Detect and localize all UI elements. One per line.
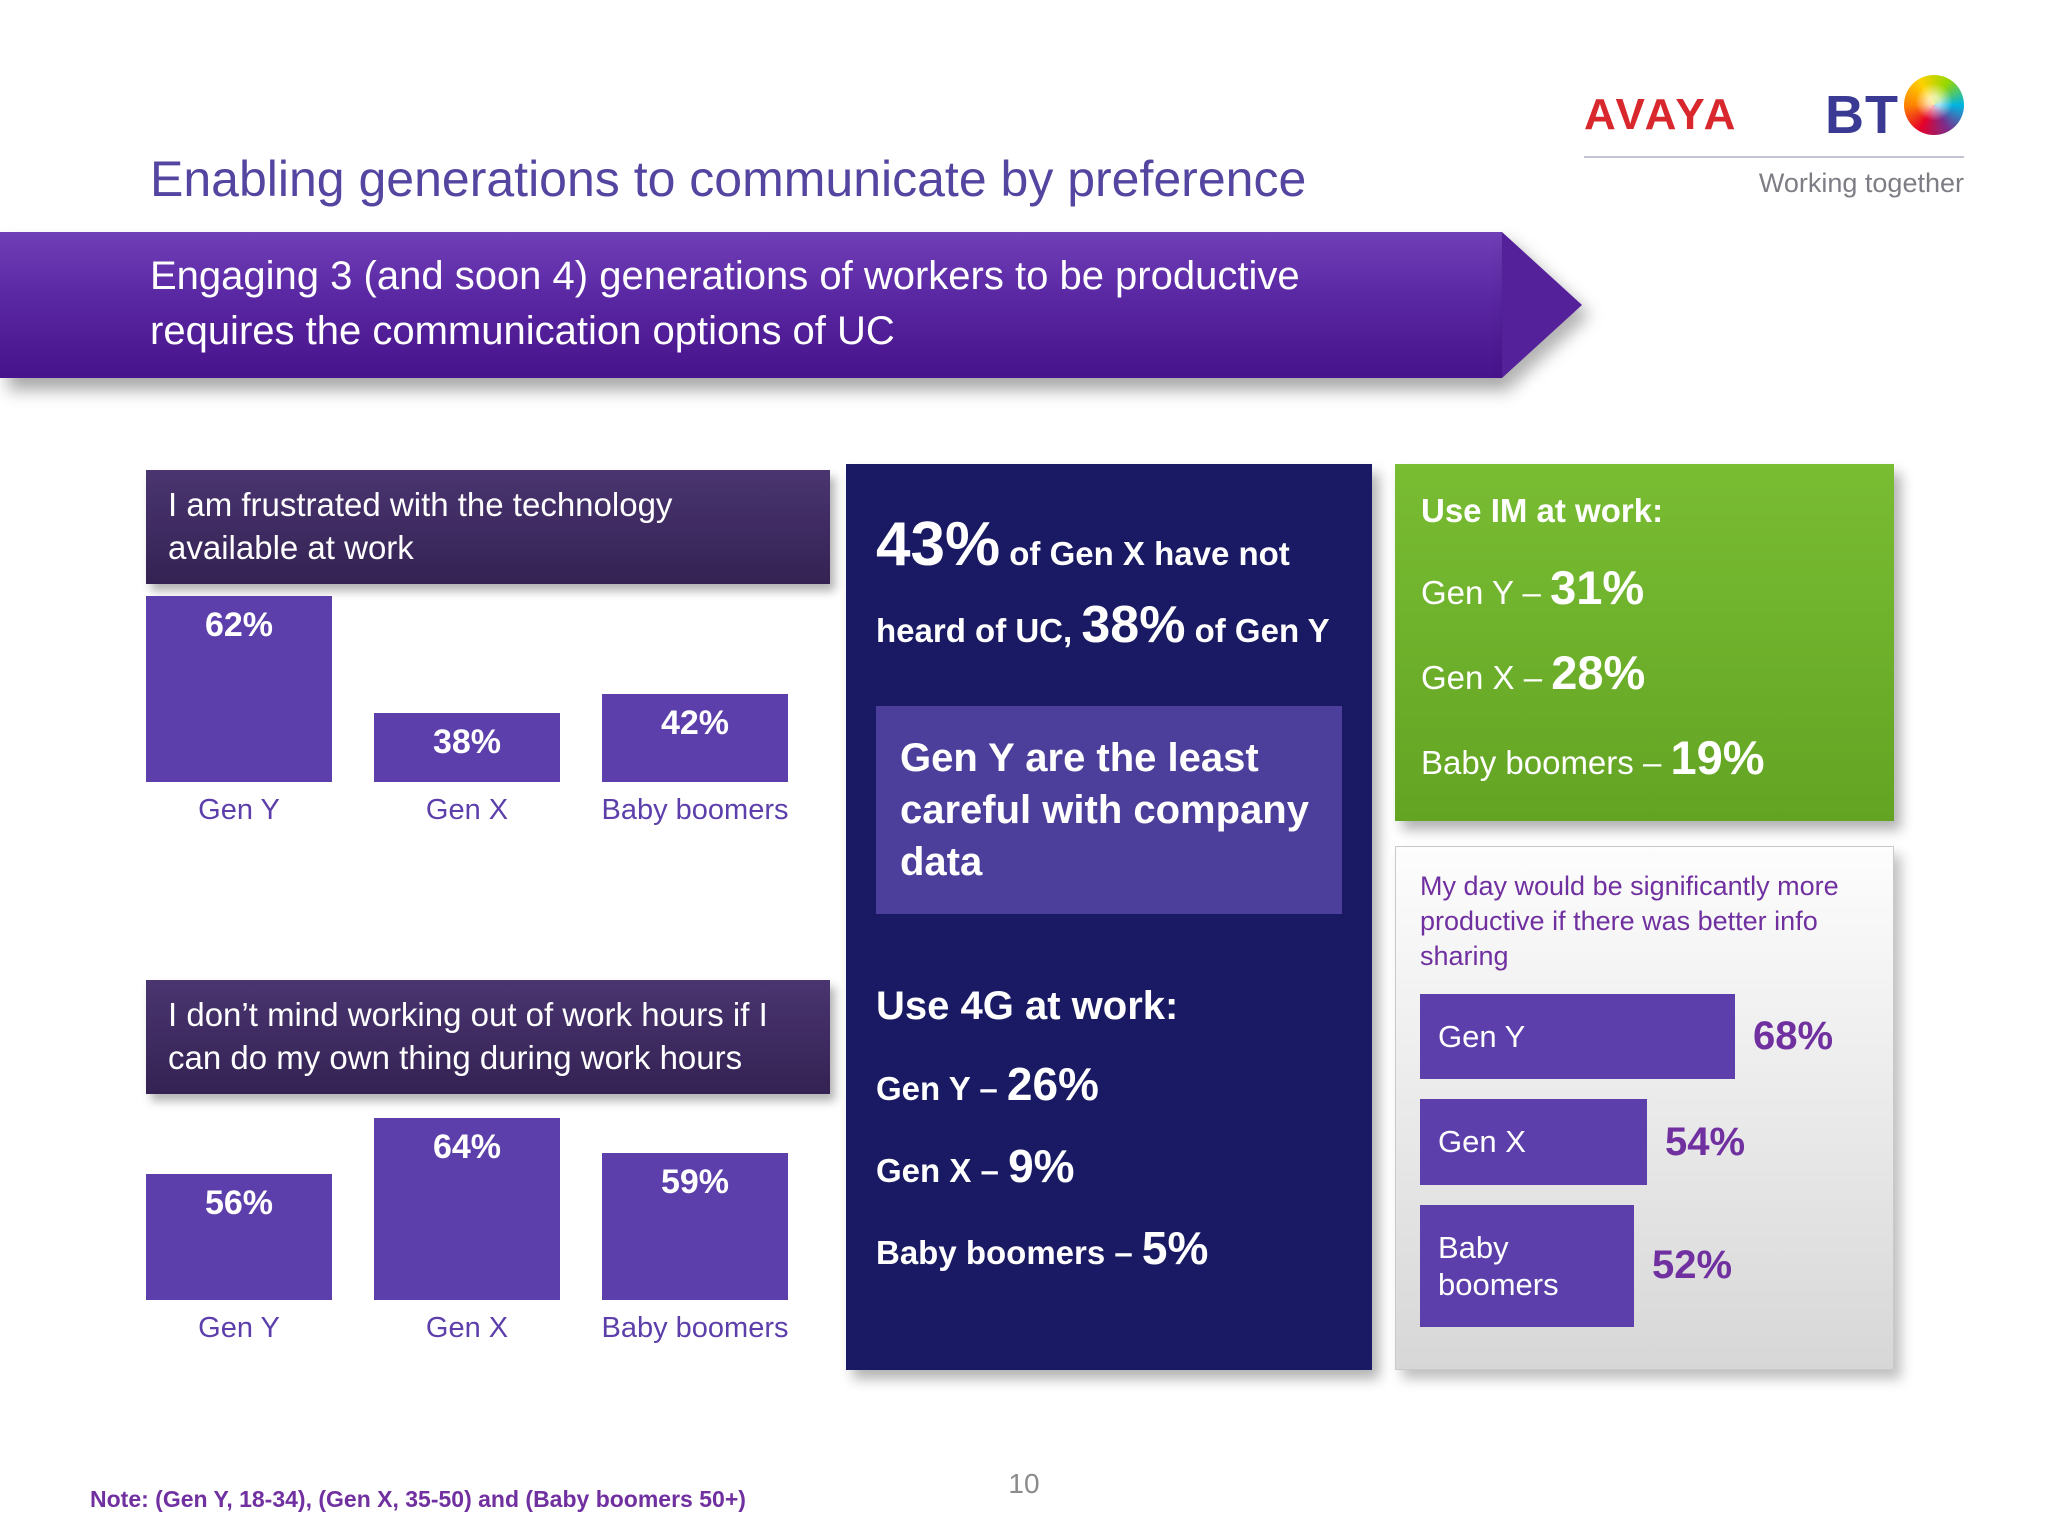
im-at-work-panel: Use IM at work: Gen Y – 31% Gen X – 28% … (1395, 464, 1894, 821)
bar-baby-boomers: Baby boomers (1420, 1204, 1634, 1328)
im-value: 19% (1670, 731, 1765, 784)
chart-column-baby-boomers: 59% Baby boomers (601, 1153, 789, 1345)
chart-column-gen-y: 56% Gen Y (146, 1174, 332, 1345)
geny-pct: 38% (1081, 595, 1186, 654)
banner-text: Engaging 3 (and soon 4) generations of w… (0, 232, 1502, 359)
info-sharing-statement: My day would be significantly more produ… (1420, 871, 1839, 972)
use-4g-label: Gen X – (876, 1151, 1009, 1189)
category-label: Gen X (425, 794, 509, 826)
info-sharing-bar-chart: Gen Y 68% Gen X 54% Baby boomers 52% (1420, 994, 1869, 1328)
bar-gen-x: 38% (374, 713, 560, 782)
bar-value-label: 62% (204, 606, 274, 644)
im-row-gen-x: Gen X – 28% (1421, 645, 1868, 700)
use-4g-row-gen-y: Gen Y – 26% (876, 1057, 1342, 1111)
page-title: Enabling generations to communicate by p… (150, 151, 1307, 207)
uc-stat-paragraph: 43% of Gen X have not heard of UC, 38% o… (876, 502, 1342, 662)
bar-value-label: 42% (660, 704, 730, 742)
frustration-bar-chart: 62% Gen Y 38% Gen X 42% Baby boomers (146, 596, 789, 827)
im-row-gen-y: Gen Y – 31% (1421, 560, 1868, 615)
hbar-row-baby-boomers: Baby boomers 52% (1420, 1204, 1869, 1328)
category-label: Gen X (425, 1312, 509, 1344)
im-row-baby-boomers: Baby boomers – 19% (1421, 730, 1868, 785)
bar-gen-x: Gen X (1420, 1099, 1647, 1185)
bar-value-label: 52% (1652, 1243, 1733, 1288)
use-4g-value: 9% (1008, 1139, 1075, 1192)
brand-area: AVAYA BT Working together (1584, 75, 1964, 199)
use-4g-value: 5% (1141, 1221, 1209, 1274)
use-4g-row-baby-boomers: Baby boomers – 5% (876, 1221, 1342, 1275)
logo-row: AVAYA BT (1584, 75, 1964, 146)
banner-line2: requires the communication options of UC (150, 309, 895, 353)
bar-gen-x: 64% (374, 1118, 560, 1300)
category-label: Baby boomers (601, 1312, 789, 1344)
chart-column-gen-x: 38% Gen X (374, 713, 560, 827)
work-hours-bar-chart: 56% Gen Y 64% Gen X 59% Baby boomers (146, 1118, 789, 1345)
bt-logo: BT (1825, 85, 1899, 145)
bt-logo-group: BT (1825, 75, 1964, 146)
uc-stat-text-b: of Gen Y (1185, 611, 1330, 649)
uc-stats-panel: 43% of Gen X have not heard of UC, 38% o… (846, 464, 1372, 1370)
chart-column-gen-x: 64% Gen X (374, 1118, 560, 1345)
category-label: Gen Y (198, 794, 280, 826)
question-box-frustrated: I am frustrated with the technology avai… (146, 470, 830, 584)
hbar-row-gen-x: Gen X 54% (1420, 1099, 1869, 1185)
brand-divider (1584, 156, 1964, 158)
use-4g-label: Baby boomers – (876, 1233, 1142, 1271)
footnote: Note: (Gen Y, 18-34), (Gen X, 35-50) and… (90, 1486, 746, 1512)
gen-y-data-callout: Gen Y are the least careful with company… (876, 705, 1342, 914)
im-label: Gen Y – (1421, 574, 1551, 611)
bar-gen-y: 62% (146, 596, 332, 782)
genx-pct: 43% (876, 510, 1001, 579)
brand-tagline: Working together (1758, 168, 1964, 198)
use-4g-value: 26% (1006, 1057, 1099, 1110)
category-label: Gen Y (198, 1312, 280, 1344)
im-panel-title: Use IM at work: (1421, 492, 1664, 529)
im-label: Gen X – (1421, 659, 1552, 696)
im-value: 28% (1551, 646, 1646, 699)
info-sharing-panel: My day would be significantly more produ… (1395, 846, 1894, 1370)
avaya-logo: AVAYA (1584, 90, 1739, 139)
use-4g-label: Gen Y – (876, 1069, 1007, 1107)
use-4g-row-gen-x: Gen X – 9% (876, 1139, 1342, 1193)
hbar-row-gen-y: Gen Y 68% (1420, 994, 1869, 1080)
bar-gen-y: 56% (146, 1174, 332, 1300)
bar-value-label: 64% (432, 1128, 502, 1166)
uc-stat-text-a: of Gen X have not heard of UC, (876, 535, 1290, 649)
chart-column-gen-y: 62% Gen Y (146, 596, 332, 827)
question-box-work-hours: I don’t mind working out of work hours i… (146, 980, 830, 1094)
subtitle-banner: Engaging 3 (and soon 4) generations of w… (0, 232, 1582, 378)
bar-value-label: 38% (432, 723, 502, 761)
im-value: 31% (1550, 561, 1645, 614)
chart-column-baby-boomers: 42% Baby boomers (601, 694, 789, 827)
use-4g-title: Use 4G at work: (876, 983, 1179, 1028)
banner-line1: Engaging 3 (and soon 4) generations of w… (150, 254, 1300, 298)
im-label: Baby boomers – (1421, 744, 1671, 781)
banner-arrow-icon (1502, 232, 1582, 378)
bar-baby-boomers: 42% (602, 694, 788, 782)
bar-baby-boomers: 59% (602, 1153, 788, 1300)
page-number: 10 (1008, 1468, 1040, 1499)
category-label: Baby boomers (601, 794, 789, 826)
bt-globe-icon (1904, 75, 1964, 135)
bar-value-label: 54% (1665, 1119, 1746, 1164)
bar-gen-y: Gen Y (1420, 994, 1735, 1080)
bar-value-label: 56% (204, 1184, 274, 1222)
bar-value-label: 68% (1753, 1014, 1834, 1059)
bar-value-label: 59% (660, 1163, 730, 1201)
